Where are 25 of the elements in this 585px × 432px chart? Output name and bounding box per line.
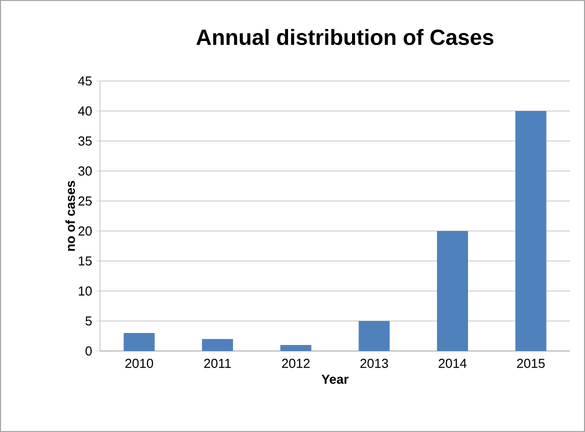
y-tick-label: 0 xyxy=(86,346,92,356)
x-tick-label: 2010 xyxy=(125,358,154,368)
bar xyxy=(515,110,546,351)
bar xyxy=(124,333,155,351)
y-tick-label: 5 xyxy=(86,316,92,326)
bar xyxy=(202,339,234,351)
bar xyxy=(280,345,312,351)
y-axis-title: no of cases xyxy=(65,180,75,251)
x-tick-label: 2012 xyxy=(282,358,310,368)
y-tick-label: 20 xyxy=(78,226,92,236)
y-tick-label: 35 xyxy=(78,136,92,146)
x-axis-title: Year xyxy=(322,374,348,384)
x-tick-label: 2014 xyxy=(438,358,467,368)
x-tick-label: 2013 xyxy=(360,358,388,368)
bar xyxy=(358,321,390,351)
y-tick-label: 45 xyxy=(78,76,92,86)
y-tick-label: 30 xyxy=(78,166,92,176)
chart-title: Annual distribution of Cases xyxy=(196,28,494,46)
x-tick-label: 2015 xyxy=(517,358,545,368)
y-tick-label: 25 xyxy=(78,196,92,206)
y-tick-label: 40 xyxy=(78,106,92,116)
bar xyxy=(437,230,468,351)
y-tick-label: 15 xyxy=(78,256,92,266)
y-tick-label: 10 xyxy=(78,286,92,296)
x-tick-label: 2011 xyxy=(204,358,231,368)
